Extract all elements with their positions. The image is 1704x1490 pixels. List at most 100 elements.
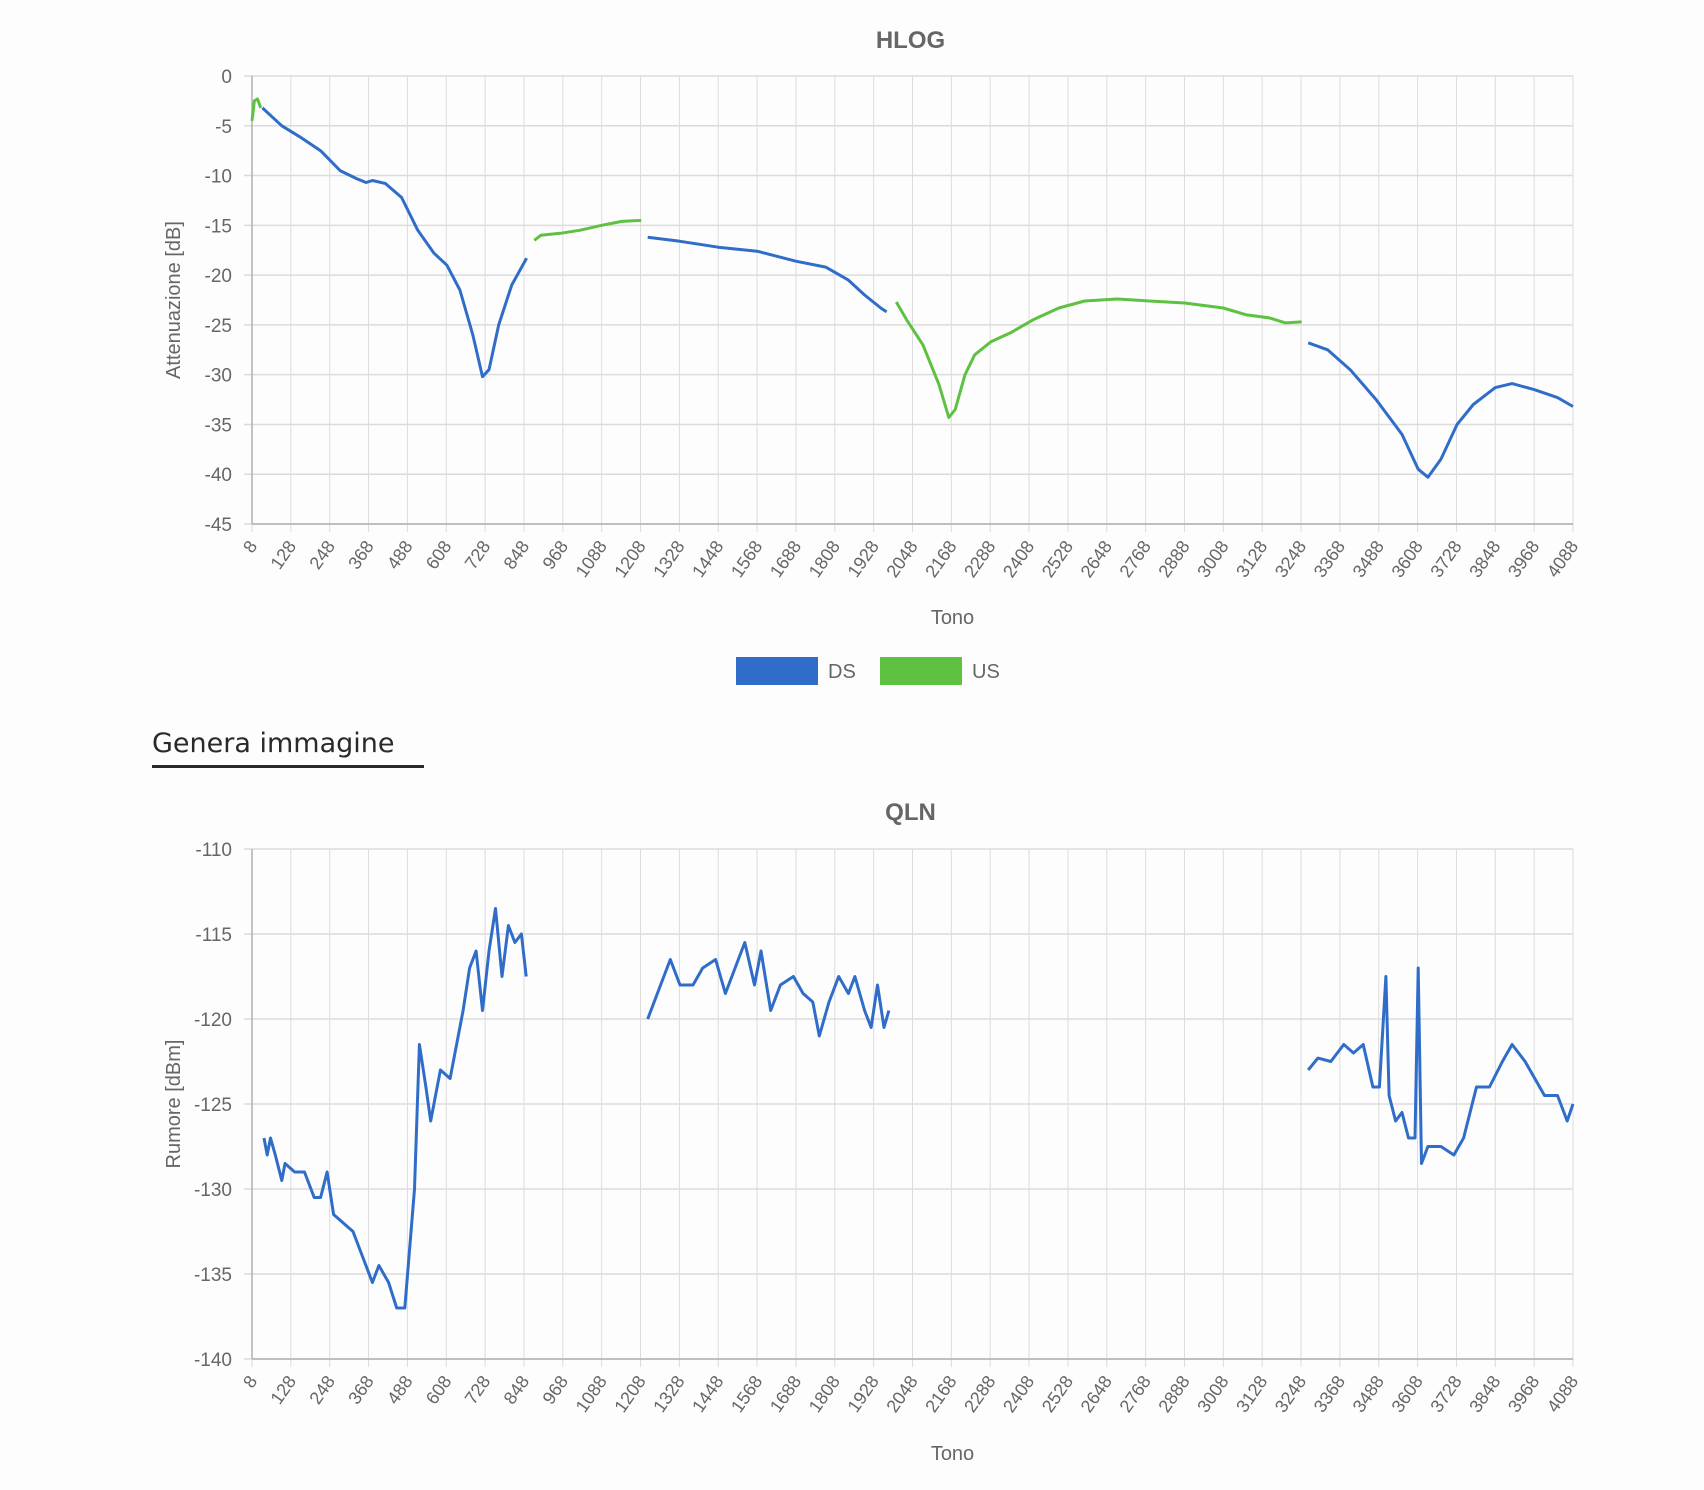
- qln-y-axis-label: Rumore [dBm]: [163, 1040, 185, 1169]
- hlog-x-tick-label: 1568: [727, 537, 766, 581]
- hlog-series-us-line: [533, 218, 642, 242]
- hlog-y-axis-label: Attenuazione [dB]: [163, 221, 185, 379]
- hlog-x-tick-label: 2048: [882, 537, 921, 581]
- hlog-series-ds-line: [1307, 341, 1574, 479]
- qln-y-tick-label: -135: [194, 1265, 232, 1286]
- qln-x-tick-label: 3968: [1504, 1372, 1543, 1416]
- hlog-x-tick-label: 1808: [805, 537, 844, 581]
- hlog-x-tick-label: 8: [239, 537, 261, 557]
- qln-x-tick-label: 2048: [882, 1372, 921, 1416]
- qln-y-tick-label: -120: [194, 1010, 232, 1031]
- hlog-x-tick-label: 3968: [1504, 537, 1543, 581]
- hlog-x-tick-label: 3728: [1426, 537, 1465, 581]
- hlog-chart-title: HLOG: [876, 27, 945, 54]
- hlog-y-tick-label: -35: [205, 415, 232, 436]
- qln-x-tick-label: 3848: [1465, 1372, 1504, 1416]
- qln-x-tick-label: 968: [538, 1372, 572, 1408]
- hlog-x-tick-label: 2888: [1154, 537, 1193, 581]
- hlog-y-tick-label: -25: [205, 316, 232, 337]
- qln-x-tick-label: 2528: [1038, 1372, 1077, 1416]
- qln-x-tick-label: 4088: [1543, 1372, 1582, 1416]
- hlog-y-tick-label: -30: [205, 366, 232, 387]
- hlog-x-tick-label: 4088: [1543, 537, 1582, 581]
- qln-x-tick-label: 1448: [688, 1372, 727, 1416]
- qln-series-ds-line: [1307, 966, 1575, 1165]
- generate-image-link[interactable]: Genera immagine: [152, 728, 424, 768]
- qln-x-tick-label: 488: [383, 1372, 417, 1408]
- qln-x-tick-label: 1328: [649, 1372, 688, 1416]
- hlog-y-tick-label: -10: [205, 167, 232, 188]
- hlog-x-tick-label: 3008: [1193, 537, 1232, 581]
- qln-x-tick-label: 1208: [610, 1372, 649, 1416]
- hlog-series-ds-line: [261, 106, 528, 379]
- hlog-series-us-line: [250, 97, 263, 121]
- qln-y-tick-label: -130: [194, 1180, 232, 1201]
- qln-x-tick-label: 3008: [1193, 1372, 1232, 1416]
- qln-y-tick-label: -110: [195, 840, 232, 861]
- qln-x-tick-label: 1688: [766, 1372, 805, 1416]
- qln-x-tick-label: 1088: [572, 1372, 611, 1416]
- qln-x-tick-label: 2168: [921, 1372, 960, 1416]
- hlog-y-tick-label: -40: [205, 465, 232, 486]
- qln-x-tick-label: 128: [267, 1372, 301, 1408]
- hlog-x-tick-label: 1688: [766, 537, 805, 581]
- hlog-x-tick-label: 608: [422, 537, 456, 573]
- hlog-series-us-line: [895, 297, 1302, 419]
- qln-x-tick-label: 2888: [1154, 1372, 1193, 1416]
- qln-x-tick-label: 1568: [727, 1372, 766, 1416]
- qln-x-axis-label: Tono: [931, 1443, 974, 1465]
- hlog-y-tick-label: -20: [205, 266, 232, 287]
- qln-x-tick-label: 8: [239, 1372, 261, 1392]
- hlog-x-tick-label: 2528: [1038, 537, 1077, 581]
- legend-swatch-ds: [736, 657, 818, 685]
- hlog-x-axis-label: Tono: [931, 607, 974, 629]
- hlog-y-tick-label: 0: [221, 67, 232, 88]
- qln-x-tick-label: 608: [422, 1372, 456, 1408]
- hlog-x-tick-label: 3128: [1232, 537, 1271, 581]
- hlog-x-tick-label: 3488: [1349, 537, 1388, 581]
- qln-x-tick-label: 3368: [1310, 1372, 1349, 1416]
- hlog-x-tick-label: 488: [383, 537, 417, 573]
- hlog-x-tick-label: 3608: [1388, 537, 1427, 581]
- hlog-x-tick-label: 2768: [1116, 537, 1155, 581]
- qln-x-tick-label: 2408: [999, 1372, 1038, 1416]
- qln-series-ds-line: [262, 907, 528, 1310]
- hlog-x-tick-label: 2288: [960, 537, 999, 581]
- hlog-x-tick-label: 248: [305, 537, 339, 573]
- qln-x-tick-label: 848: [500, 1372, 534, 1408]
- hlog-y-tick-label: -15: [205, 216, 232, 237]
- qln-x-tick-label: 368: [344, 1372, 378, 1408]
- hlog-x-tick-label: 728: [461, 537, 495, 573]
- hlog-x-tick-label: 3248: [1271, 537, 1310, 581]
- hlog-x-tick-label: 968: [538, 537, 572, 573]
- qln-x-tick-label: 1928: [844, 1372, 883, 1416]
- legend-swatch-us: [880, 657, 962, 685]
- hlog-x-tick-label: 3848: [1465, 537, 1504, 581]
- hlog-x-tick-label: 2168: [921, 537, 960, 581]
- hlog-x-tick-label: 1208: [610, 537, 649, 581]
- hlog-y-tick-label: -45: [205, 515, 232, 536]
- legend-label-ds: DS: [828, 661, 856, 683]
- hlog-x-tick-label: 1088: [572, 537, 611, 581]
- qln-x-tick-label: 248: [305, 1372, 339, 1408]
- hlog-x-tick-label: 2408: [999, 537, 1038, 581]
- hlog-y-tick-label: -5: [215, 117, 232, 138]
- hlog-x-tick-label: 1448: [688, 537, 727, 581]
- qln-x-tick-label: 3728: [1426, 1372, 1465, 1416]
- hlog-x-tick-label: 1328: [649, 537, 688, 581]
- qln-x-tick-label: 2768: [1116, 1372, 1155, 1416]
- hlog-series-ds-line: [647, 235, 888, 314]
- qln-y-tick-label: -115: [195, 925, 232, 946]
- qln-x-tick-label: 2648: [1077, 1372, 1116, 1416]
- qln-x-tick-label: 2288: [960, 1372, 999, 1416]
- hlog-x-tick-label: 1928: [844, 537, 883, 581]
- qln-x-tick-label: 1808: [805, 1372, 844, 1416]
- qln-series-ds-line: [646, 941, 891, 1038]
- hlog-x-tick-label: 848: [500, 537, 534, 573]
- qln-x-tick-label: 728: [461, 1372, 495, 1408]
- qln-x-tick-label: 3248: [1271, 1372, 1310, 1416]
- hlog-x-tick-label: 128: [267, 537, 301, 573]
- hlog-x-tick-label: 3368: [1310, 537, 1349, 581]
- qln-y-tick-label: -125: [194, 1095, 232, 1116]
